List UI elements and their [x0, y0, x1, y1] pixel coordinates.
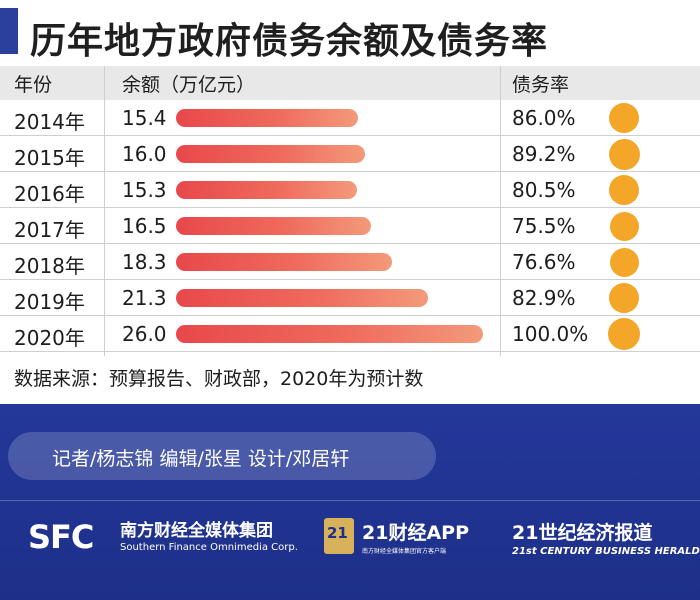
table-row: 2020年 26.0 100.0% [0, 316, 700, 352]
debt-rate-value: 82.9% [512, 286, 576, 310]
title-accent-bar [0, 8, 18, 54]
debt-rate-value: 76.6% [512, 250, 576, 274]
data-source-note: 数据来源：预算报告、财政部，2020年为预计数 [14, 368, 424, 390]
app-badge-text: 21 [327, 524, 348, 542]
sfc-logo-english: Southern Finance Omnimedia Corp. [120, 542, 298, 553]
debt-rate-dot [609, 283, 639, 313]
table-row: 2019年 21.3 82.9% [0, 280, 700, 316]
app-logo-subtitle: 南方财经全媒体集团官方客户端 [362, 548, 447, 555]
balance-bar [176, 217, 371, 235]
header-balance: 余额（万亿元） [122, 74, 256, 96]
debt-rate-dot [609, 247, 639, 277]
column-divider-1 [104, 66, 105, 356]
herald-logo: 21世纪经济报道 21st CENTURY BUSINESS HERALD [512, 516, 700, 566]
table-row: 2015年 16.0 89.2% [0, 136, 700, 172]
column-divider-2 [500, 66, 501, 356]
balance-bar [176, 145, 365, 163]
balance-bar [176, 109, 358, 127]
balance-bar [176, 325, 483, 343]
balance-value: 15.4 [122, 106, 167, 130]
year-label: 2019年 [14, 290, 85, 314]
debt-rate-value: 75.5% [512, 214, 576, 238]
debt-rate-value: 86.0% [512, 106, 576, 130]
debt-rate-dot [608, 318, 640, 350]
herald-logo-english: 21st CENTURY BUSINESS HERALD [512, 546, 700, 557]
app-logo-name: 21财经APP [362, 522, 469, 544]
sfc-logo: SFC 南方财经全媒体集团 Southern Finance Omnimedia… [28, 516, 318, 566]
sfc-logo-name: 南方财经全媒体集团 [120, 521, 273, 541]
credits-pill: 记者/杨志锦 编辑/张星 设计/邓居轩 [8, 432, 436, 480]
footer-divider [0, 500, 700, 501]
balance-bar [176, 253, 392, 271]
app-logo: 21 21财经APP 南方财经全媒体集团官方客户端 [324, 516, 494, 566]
balance-value: 18.3 [122, 250, 167, 274]
debt-rate-dot [609, 175, 639, 205]
year-label: 2020年 [14, 326, 85, 350]
balance-bar [176, 289, 428, 307]
title-bar: 历年地方政府债务余额及债务率 [0, 0, 700, 62]
table-row: 2017年 16.5 75.5% [0, 208, 700, 244]
year-label: 2017年 [14, 218, 85, 242]
balance-value: 16.5 [122, 214, 167, 238]
table-row: 2016年 15.3 80.5% [0, 172, 700, 208]
table-row: 2014年 15.4 86.0% [0, 100, 700, 136]
app-badge-icon: 21 [324, 518, 354, 554]
herald-logo-name: 21世纪经济报道 [512, 522, 653, 544]
balance-value: 15.3 [122, 178, 167, 202]
debt-rate-value: 100.0% [512, 322, 589, 346]
balance-bar [176, 181, 357, 199]
debt-rate-value: 80.5% [512, 178, 576, 202]
year-label: 2014年 [14, 110, 85, 134]
header-year: 年份 [14, 74, 53, 96]
debt-rate-dot [608, 138, 640, 170]
debt-rate-dot [609, 103, 639, 133]
balance-value: 26.0 [122, 322, 167, 346]
sfc-logo-mark: SFC [28, 518, 94, 556]
year-label: 2015年 [14, 146, 85, 170]
footer: 记者/杨志锦 编辑/张星 设计/邓居轩 SFC 南方财经全媒体集团 Southe… [0, 404, 700, 600]
balance-value: 21.3 [122, 286, 167, 310]
year-label: 2018年 [14, 254, 85, 278]
balance-value: 16.0 [122, 142, 167, 166]
table-row: 2018年 18.3 76.6% [0, 244, 700, 280]
credits-text: 记者/杨志锦 编辑/张星 设计/邓居轩 [52, 448, 350, 470]
header-debt-rate: 债务率 [512, 74, 570, 96]
table-header-row: 年份 余额（万亿元） 债务率 [0, 66, 700, 100]
year-label: 2016年 [14, 182, 85, 206]
debt-rate-value: 89.2% [512, 142, 576, 166]
page-title: 历年地方政府债务余额及债务率 [30, 21, 549, 62]
debt-rate-dot [609, 211, 639, 241]
